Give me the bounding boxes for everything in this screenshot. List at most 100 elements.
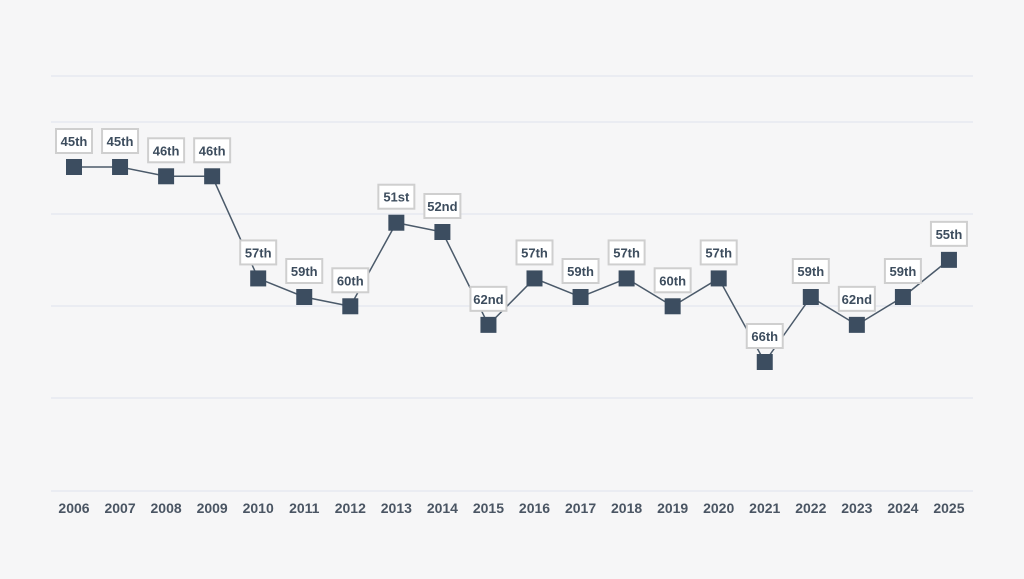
x-tick-2015: 2015	[473, 500, 504, 516]
label-text: 66th	[751, 329, 778, 344]
data-point-2022	[802, 289, 819, 305]
data-point-2006	[66, 159, 82, 175]
x-tick-2023: 2023	[841, 500, 872, 516]
x-tick-2014: 2014	[427, 500, 458, 516]
label-text: 57th	[245, 245, 272, 260]
x-tick-2021: 2021	[749, 500, 780, 516]
data-label-2013: 51st	[377, 183, 416, 210]
data-point-2008	[158, 168, 175, 185]
label-text: 60th	[337, 273, 364, 288]
label-box	[561, 258, 600, 284]
rank-series	[66, 159, 957, 370]
data-label-2012: 60th	[331, 267, 370, 294]
data-label-2019: 60th	[653, 267, 692, 294]
data-point-2010	[250, 270, 267, 287]
data-labels: 45th 45th 46th 46th 57th 59th 60th 51st 52nd 62nd…	[55, 128, 968, 349]
label-box	[55, 128, 93, 154]
label-box	[285, 258, 324, 284]
label-box	[699, 239, 738, 266]
data-label-2024: 59th	[883, 258, 922, 284]
label-box	[423, 193, 462, 219]
label-box	[377, 183, 416, 210]
label-text: 46th	[199, 143, 226, 158]
data-point-2024	[894, 289, 911, 305]
data-point-2015	[480, 316, 497, 333]
x-tick-2017: 2017	[565, 500, 596, 516]
x-tick-2019: 2019	[657, 500, 688, 516]
label-text: 46th	[153, 143, 180, 158]
data-label-2022: 59th	[791, 258, 830, 284]
data-label-2020: 57th	[699, 239, 738, 266]
data-point-2019	[664, 298, 681, 315]
data-label-2007: 45th	[101, 128, 140, 154]
data-point-2023	[848, 316, 865, 333]
data-point-2014	[434, 224, 451, 240]
label-box	[101, 128, 140, 154]
data-label-2016: 57th	[515, 239, 554, 266]
data-label-2010: 57th	[239, 239, 278, 266]
label-box	[745, 323, 784, 349]
data-point-2013	[388, 214, 405, 231]
label-text: 57th	[705, 245, 732, 260]
x-tick-2006: 2006	[58, 500, 89, 516]
data-label-2015: 62nd	[469, 285, 508, 312]
data-label-2014: 52nd	[423, 193, 462, 219]
label-text: 62nd	[473, 292, 503, 307]
data-label-2006: 45th	[55, 128, 93, 154]
label-box	[837, 285, 876, 312]
data-label-2023: 62nd	[837, 285, 876, 312]
label-text: 57th	[613, 245, 640, 260]
data-label-2018: 57th	[607, 239, 646, 266]
data-label-2025: 55th	[929, 220, 968, 247]
label-text: 45th	[61, 134, 88, 149]
x-tick-2013: 2013	[381, 500, 412, 516]
label-box	[239, 239, 278, 266]
label-box	[607, 239, 646, 266]
label-text: 51st	[383, 190, 410, 205]
label-box	[515, 239, 554, 266]
label-box	[791, 258, 830, 284]
data-label-2017: 59th	[561, 258, 600, 284]
label-text: 59th	[567, 264, 594, 279]
data-point-2007	[112, 159, 129, 175]
x-tick-2012: 2012	[335, 500, 366, 516]
x-tick-2018: 2018	[611, 500, 642, 516]
data-point-2009	[204, 168, 221, 185]
data-point-2011	[296, 289, 313, 305]
label-box	[883, 258, 922, 284]
x-tick-2010: 2010	[243, 500, 274, 516]
data-label-2009: 46th	[193, 137, 232, 164]
x-tick-2020: 2020	[703, 500, 734, 516]
label-text: 59th	[291, 264, 318, 279]
x-tick-2022: 2022	[795, 500, 826, 516]
data-label-2008: 46th	[147, 137, 186, 164]
x-tick-2008: 2008	[151, 500, 182, 516]
grid-lines	[51, 75, 973, 492]
x-tick-2011: 2011	[289, 500, 320, 516]
data-point-2020	[710, 270, 727, 287]
x-tick-2016: 2016	[519, 500, 550, 516]
x-tick-2007: 2007	[104, 500, 135, 516]
label-text: 57th	[521, 245, 548, 260]
data-label-2011: 59th	[285, 258, 324, 284]
label-box	[653, 267, 692, 294]
label-text: 55th	[936, 227, 963, 242]
label-box	[469, 285, 508, 312]
label-text: 60th	[659, 273, 686, 288]
label-box	[929, 220, 968, 247]
x-tick-2024: 2024	[887, 500, 918, 516]
label-text: 52nd	[427, 199, 457, 214]
x-tick-2025: 2025	[933, 500, 964, 516]
label-text: 59th	[890, 264, 917, 279]
data-point-2018	[618, 270, 635, 287]
x-axis-ticks: 2006 2007 2008 2009 2010 2011 2012 2013 2014 2015…	[58, 500, 964, 516]
data-point-2012	[342, 298, 359, 315]
label-box	[331, 267, 370, 294]
data-point-2016	[526, 270, 543, 287]
data-point-2021	[756, 354, 773, 370]
label-box	[147, 137, 186, 164]
label-box	[193, 137, 232, 164]
data-point-2017	[572, 289, 589, 305]
data-label-2021: 66th	[745, 323, 784, 349]
